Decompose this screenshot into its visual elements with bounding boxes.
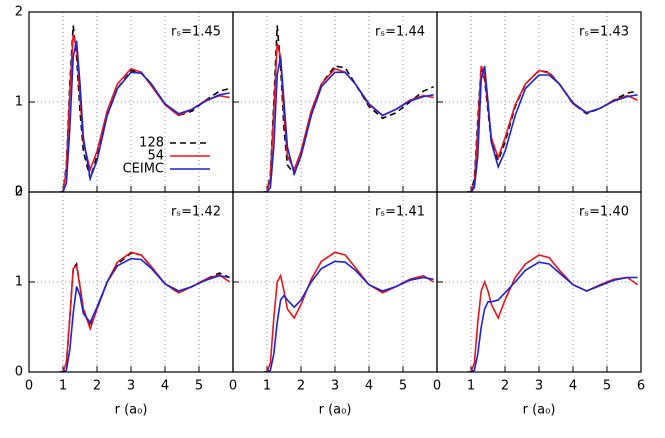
- annotation: rₛ=1.41: [375, 205, 425, 220]
- x-axis-label: r (a₀): [319, 403, 352, 418]
- y-tick-label: 0: [15, 185, 23, 200]
- x-tick-label: 4: [365, 379, 373, 394]
- x-tick-label: 4: [569, 379, 577, 394]
- x-tick-label: 3: [535, 379, 543, 394]
- y-tick-label: 2: [15, 5, 23, 20]
- y-tick-label: 2: [15, 185, 23, 200]
- legend-label: CEIMC: [123, 162, 164, 177]
- panel: rₛ=1.44: [232, 11, 438, 193]
- series-line: [467, 65, 638, 192]
- x-tick-label: 4: [161, 379, 169, 394]
- series-line: [263, 260, 434, 372]
- x-tick-label: 1: [467, 379, 475, 394]
- series-line: [59, 40, 230, 192]
- x-axis-label: r (a₀): [523, 403, 556, 418]
- legend-label: 54: [147, 149, 164, 164]
- series-line: [59, 257, 230, 372]
- x-tick-label: 0: [433, 379, 441, 394]
- series-line: [263, 251, 435, 372]
- x-tick-label: 5: [195, 379, 203, 394]
- annotation: rₛ=1.45: [171, 25, 221, 40]
- x-tick-label: 0: [25, 379, 33, 394]
- panel: 0 1 2 3 4 5 rₛ=1.41 r (a₀): [229, 191, 438, 418]
- annotation: rₛ=1.42: [171, 205, 221, 220]
- series-line: [263, 43, 434, 192]
- panel: rₛ=1.43: [436, 11, 642, 193]
- panel-border: [436, 191, 642, 373]
- x-tick-label: 5: [399, 379, 407, 394]
- y-tick-label: 1: [15, 275, 23, 290]
- x-tick-label: 1: [263, 379, 271, 394]
- legend-label: 128: [139, 136, 164, 151]
- y-tick-label: 0: [15, 365, 23, 380]
- x-tick-label: 2: [501, 379, 509, 394]
- panel: 0 1 2 3 4 5 0 1 2 rₛ=1.42 r (a₀): [15, 185, 234, 418]
- panel: 0 1 2 3 4 5 6 rₛ=1.40 r (a₀): [433, 191, 645, 418]
- x-tick-label: 3: [331, 379, 339, 394]
- x-tick-label: 1: [59, 379, 67, 394]
- x-tick-label: 2: [93, 379, 101, 394]
- y-tick-label: 1: [15, 95, 23, 110]
- x-tick-label: 3: [127, 379, 135, 394]
- series-line: [467, 261, 638, 372]
- annotation: rₛ=1.44: [375, 25, 425, 40]
- x-tick-label: 0: [229, 379, 237, 394]
- x-tick-label: 6: [637, 379, 645, 394]
- series-line: [467, 254, 639, 372]
- x-axis-label: r (a₀): [115, 403, 148, 418]
- series-line: [263, 56, 434, 192]
- x-tick-label: 2: [297, 379, 305, 394]
- series-line: [263, 25, 434, 192]
- series-line: [59, 251, 231, 372]
- series-line: [467, 65, 638, 192]
- x-tick-label: 5: [603, 379, 611, 394]
- annotation: rₛ=1.43: [579, 25, 629, 40]
- annotation: rₛ=1.40: [579, 205, 629, 220]
- series-line: [467, 65, 638, 192]
